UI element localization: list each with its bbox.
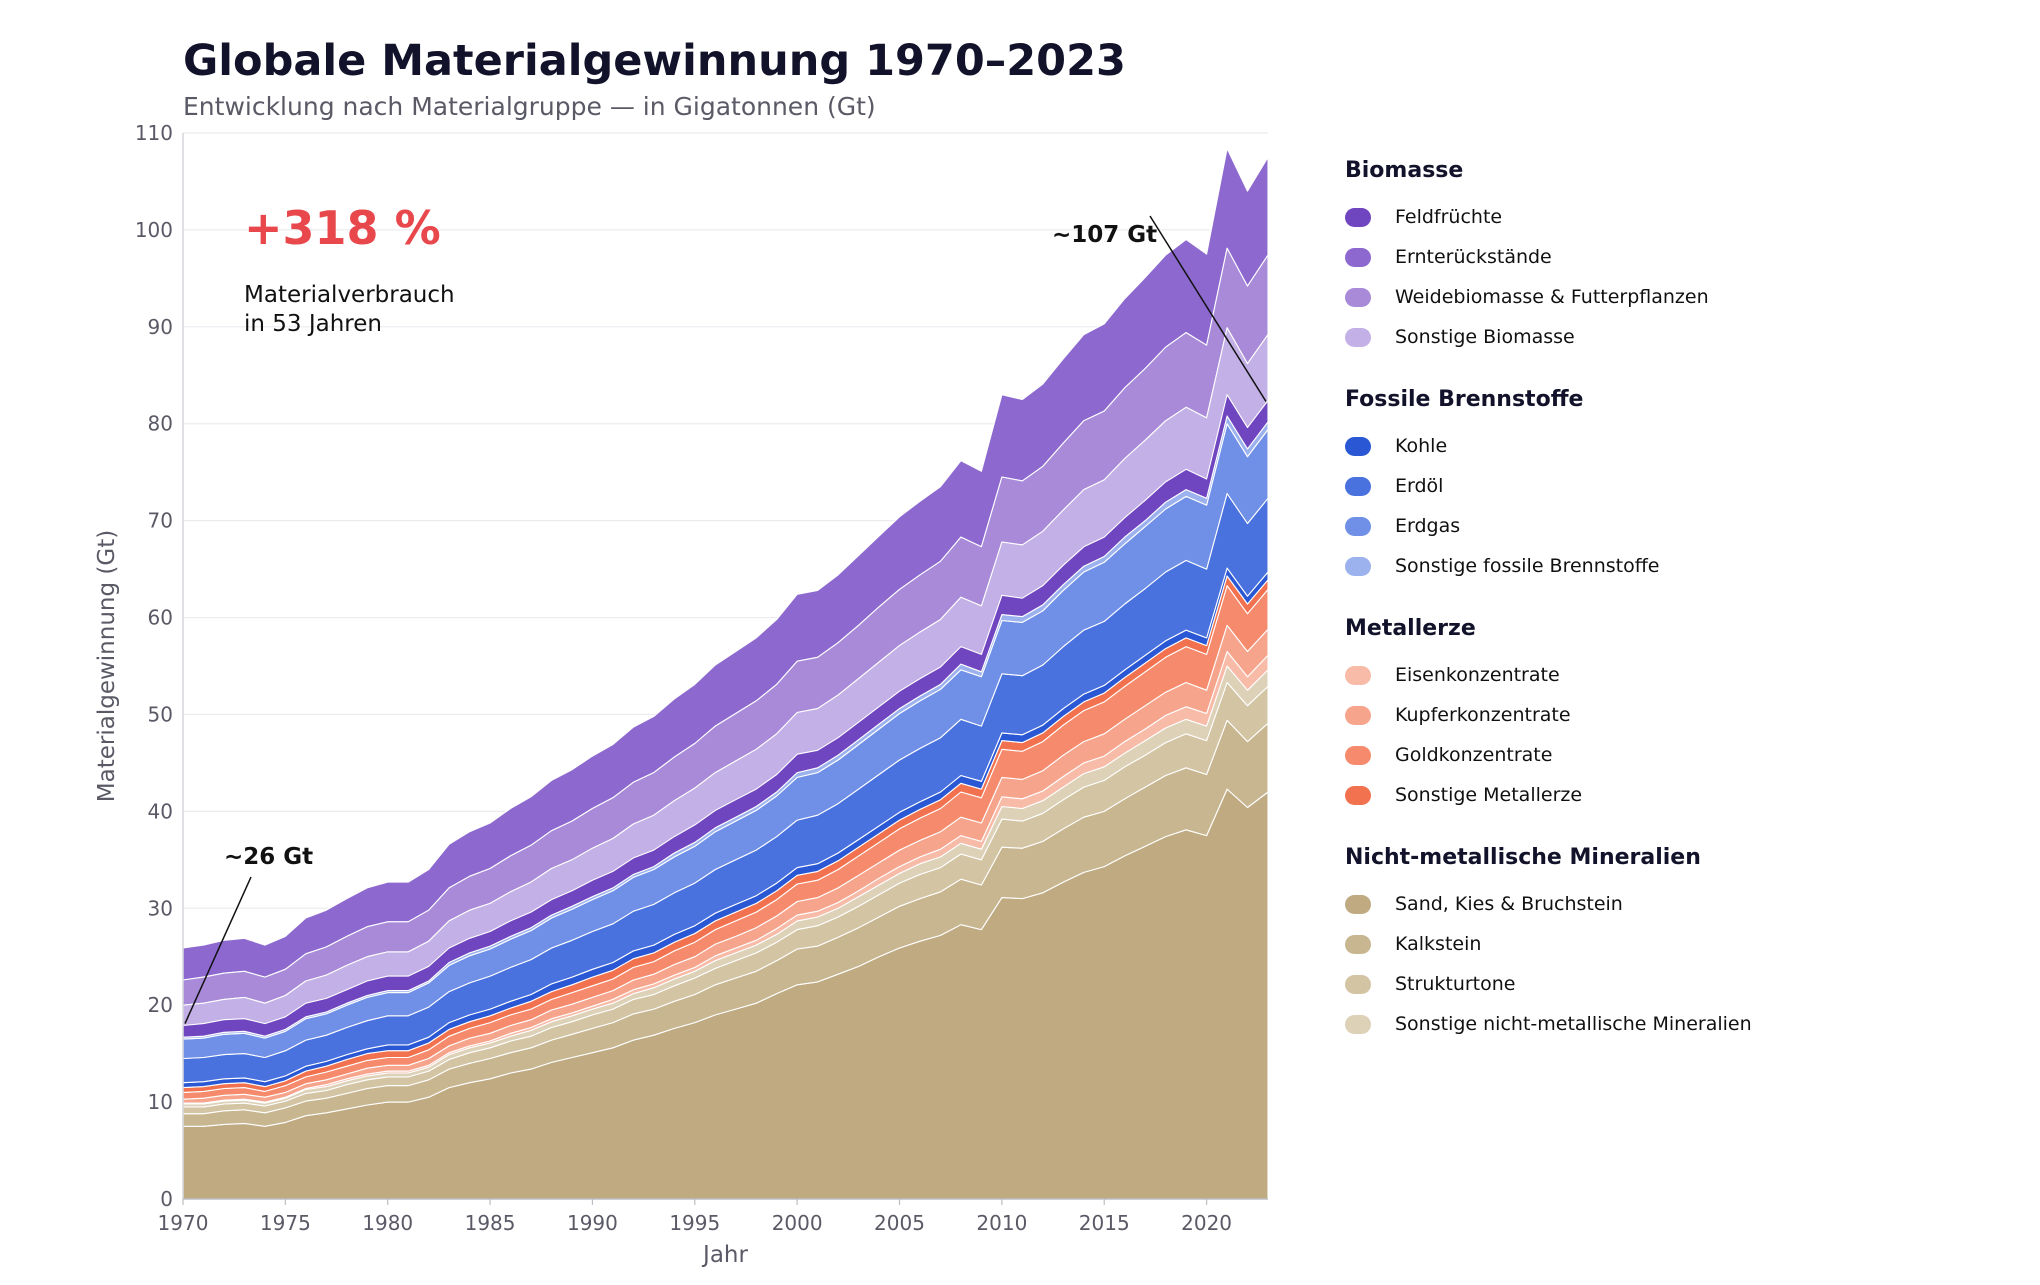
- legend-item-eisenkonzentrate: Eisenkonzentrate: [1345, 655, 2015, 695]
- legend-item-sonstige-biomasse: Sonstige Biomasse: [1345, 317, 2015, 357]
- legend-item-weidebiomasse-futterpflanzen: Weidebiomasse & Futterpflanzen: [1345, 277, 2015, 317]
- legend-label: Sand, Kies & Bruchstein: [1395, 893, 1623, 915]
- legend-item-kalkstein: Kalkstein: [1345, 924, 2015, 964]
- legend-label: Feldfrüchte: [1395, 206, 1503, 228]
- legend-item-erdgas: Erdgas: [1345, 506, 2015, 546]
- x-tick-label: 1985: [465, 1211, 516, 1235]
- legend-swatch: [1345, 1014, 1371, 1034]
- legend-swatch: [1345, 665, 1371, 685]
- y-tick-label: 70: [148, 509, 173, 533]
- legend-swatch: [1345, 327, 1371, 347]
- legend-swatch: [1345, 934, 1371, 954]
- legend-item-sand-kies-bruchstein: Sand, Kies & Bruchstein: [1345, 884, 2015, 924]
- legend-group-metallerze: Metallerze Eisenkonzentrate Kupferkonzentr…: [1345, 616, 2015, 815]
- legend-item-kupferkonzentrate: Kupferkonzentrate: [1345, 695, 2015, 735]
- chart-subtitle: Entwicklung nach Materialgruppe — in Gig…: [183, 92, 876, 121]
- legend-group-title: Fossile Brennstoffe: [1345, 387, 1584, 412]
- y-tick-label: 80: [148, 412, 173, 436]
- legend-label: Strukturtone: [1395, 973, 1516, 995]
- x-tick-label: 2000: [772, 1211, 823, 1235]
- legend-item-erdoel: Erdöl: [1345, 466, 2015, 506]
- legend-group-biomasse: Biomasse Feldfrüchte Ernterückstände Weideb…: [1345, 158, 2015, 357]
- start-callout-line: [184, 876, 252, 1024]
- y-tick-label: 10: [148, 1090, 173, 1114]
- legend-item-ernterueckstaende: Ernterückstände: [1345, 237, 2015, 277]
- legend-item-feldfruechte: Feldfrüchte: [1345, 197, 2015, 237]
- y-tick-label: 40: [148, 799, 173, 823]
- legend-label: Eisenkonzentrate: [1395, 664, 1560, 686]
- x-tick-label: 2020: [1181, 1211, 1232, 1235]
- legend-label: Sonstige nicht-metallische Mineralien: [1395, 1013, 1752, 1035]
- y-tick-label: 20: [148, 993, 173, 1017]
- x-tick-label: 1975: [260, 1211, 311, 1235]
- y-tick-label: 30: [148, 896, 173, 920]
- legend-group-title: Nicht-metallische Mineralien: [1345, 845, 1701, 870]
- legend-item-sonstige-nicht-metallische-mineralien: Sonstige nicht-metallische Mineralien: [1345, 1004, 2015, 1044]
- y-axis-label: Materialgewinnung (Gt): [94, 530, 120, 802]
- legend-label: Erdöl: [1395, 475, 1444, 497]
- legend-label: Ernterückstände: [1395, 246, 1552, 268]
- legend-group-title: Biomasse: [1345, 158, 1464, 183]
- legend-swatch: [1345, 745, 1371, 765]
- y-tick-label: 50: [148, 702, 173, 726]
- start-callout-label: ~26 Gt: [224, 844, 313, 870]
- y-tick-label: 110: [135, 121, 173, 145]
- area-sonstige-biomasse: [182, 327, 1269, 1027]
- legend-item-goldkonzentrate: Goldkonzentrate: [1345, 735, 2015, 775]
- x-axis-label: Jahr: [701, 1242, 748, 1268]
- legend-item-strukturtone: Strukturtone: [1345, 964, 2015, 1004]
- x-tick-label: 2010: [976, 1211, 1027, 1235]
- legend-swatch: [1345, 247, 1371, 267]
- legend-label: Kohle: [1395, 435, 1448, 457]
- legend-swatch: [1345, 894, 1371, 914]
- stacked-area-chart: 0 10 20 30 40 50 60 70 80 90 100 110 1970 1975 1980 198…: [94, 121, 1269, 1268]
- legend-swatch: [1345, 974, 1371, 994]
- legend-group-nicht-metallische-mineralien: Nicht-metallische Mineralien Sand, Kies &…: [1345, 845, 2015, 1044]
- legend-label: Weidebiomasse & Futterpflanzen: [1395, 286, 1709, 308]
- legend-group-title: Metallerze: [1345, 616, 1476, 641]
- legend-item-sonstige-metallerze: Sonstige Metallerze: [1345, 775, 2015, 815]
- legend-swatch: [1345, 287, 1371, 307]
- legend-swatch: [1345, 516, 1371, 536]
- legend-swatch: [1345, 436, 1371, 456]
- x-tick-label: 1990: [567, 1211, 618, 1235]
- legend-swatch: [1345, 476, 1371, 496]
- end-callout-label: ~107 Gt: [1052, 222, 1157, 248]
- legend-swatch: [1345, 207, 1371, 227]
- chart-title: Globale Materialgewinnung 1970–2023: [183, 36, 1126, 86]
- legend-swatch: [1345, 785, 1371, 805]
- x-tick-label: 2015: [1079, 1211, 1130, 1235]
- x-tick-label: 1970: [158, 1211, 209, 1235]
- x-tick-label: 1995: [669, 1211, 720, 1235]
- x-tick-label: 1980: [362, 1211, 413, 1235]
- area-series: [182, 147, 1269, 1200]
- legend-label: Goldkonzentrate: [1395, 744, 1553, 766]
- legend-label: Sonstige fossile Brennstoffe: [1395, 555, 1660, 577]
- legend-label: Erdgas: [1395, 515, 1461, 537]
- legend: Biomasse Feldfrüchte Ernterückstände Weideb…: [1345, 158, 2015, 1074]
- axes: 0 10 20 30 40 50 60 70 80 90 100 110 1970 1975 1980 198…: [94, 121, 1268, 1268]
- x-tick-label: 2005: [874, 1211, 925, 1235]
- legend-group-fossile-brennstoffe: Fossile Brennstoffe Kohle Erdöl Erdgas Sonst…: [1345, 387, 2015, 586]
- growth-percentage: +318 %: [244, 201, 441, 255]
- legend-swatch: [1345, 705, 1371, 725]
- legend-label: Sonstige Biomasse: [1395, 326, 1575, 348]
- legend-item-kohle: Kohle: [1345, 426, 2015, 466]
- y-tick-label: 60: [148, 606, 173, 630]
- y-tick-label: 90: [148, 315, 173, 339]
- growth-caption-line2: in 53 Jahren: [244, 311, 382, 337]
- legend-swatch: [1345, 556, 1371, 576]
- y-tick-label: 100: [135, 218, 173, 242]
- legend-label: Kalkstein: [1395, 933, 1482, 955]
- annotations: +318 % Materialverbrauch in 53 Jahren ~26 G…: [184, 201, 1267, 1024]
- legend-item-sonstige-fossile-brennstoffe: Sonstige fossile Brennstoffe: [1345, 546, 2015, 586]
- end-callout-line: [1149, 215, 1267, 402]
- y-tick-label: 0: [160, 1187, 173, 1211]
- legend-label: Sonstige Metallerze: [1395, 784, 1583, 806]
- legend-label: Kupferkonzentrate: [1395, 704, 1571, 726]
- growth-caption-line1: Materialverbrauch: [244, 282, 455, 308]
